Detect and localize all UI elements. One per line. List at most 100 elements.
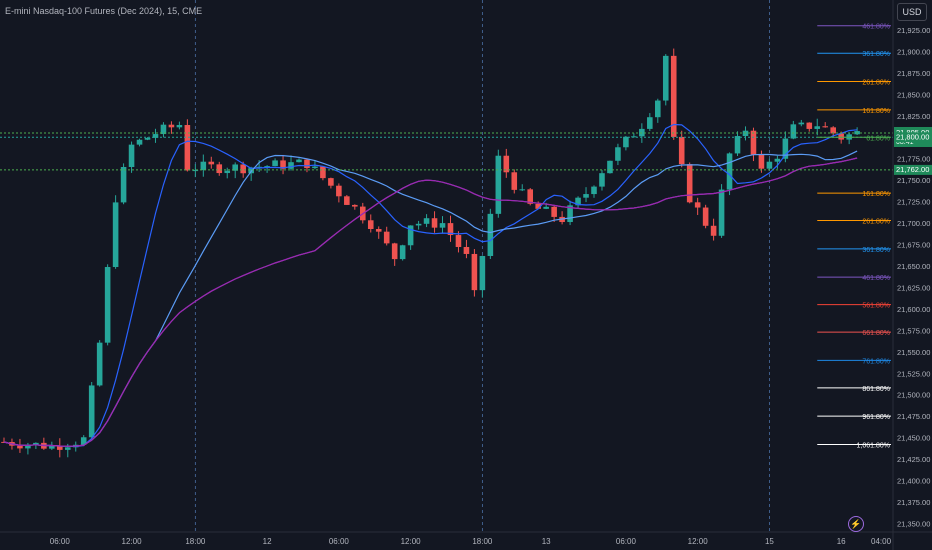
candle-body — [543, 206, 549, 209]
price-tag-box — [894, 132, 932, 143]
candle-body — [304, 159, 310, 169]
x-tick-label: 18:00 — [185, 537, 206, 546]
candle-body — [527, 189, 534, 204]
candle-body — [623, 136, 629, 148]
candle-body — [535, 203, 541, 209]
candle — [678, 130, 685, 168]
candle-body — [200, 161, 207, 171]
candle-body — [734, 136, 741, 154]
candle-body — [463, 246, 470, 254]
fib-level-label: 161.80% — [862, 108, 890, 115]
candle-body — [822, 126, 829, 128]
y-tick-label: 21,550.00 — [897, 348, 930, 357]
candle — [415, 220, 422, 230]
candle — [352, 204, 358, 210]
candle — [846, 132, 852, 145]
candle-body — [112, 202, 119, 268]
candle-body — [726, 153, 733, 190]
candle — [296, 158, 302, 163]
candle — [57, 438, 63, 458]
candle — [599, 170, 605, 191]
candle-body — [96, 342, 103, 386]
candle — [583, 187, 589, 203]
y-tick-label: 21,525.00 — [897, 369, 930, 378]
candle — [120, 163, 127, 205]
candle-body — [702, 207, 709, 226]
candle-body — [694, 202, 701, 208]
y-tick-label: 21,675.00 — [897, 241, 930, 250]
candle — [280, 154, 286, 175]
candle-body — [591, 186, 597, 195]
candle-body — [471, 253, 478, 291]
y-tick-label: 21,575.00 — [897, 326, 930, 335]
candle — [136, 138, 143, 147]
candle-body — [64, 447, 71, 450]
y-tick-label: 21,425.00 — [897, 455, 930, 464]
x-tick-label: 18:00 — [472, 537, 493, 546]
candle-body — [160, 124, 167, 135]
price-tag-label: 21,762.00 — [896, 165, 929, 174]
candle — [192, 164, 199, 178]
candle — [336, 183, 342, 203]
candle-body — [208, 161, 215, 165]
x-tick-label: 12:00 — [401, 537, 422, 546]
candle-body — [256, 166, 262, 168]
x-tick-label: 12:00 — [688, 537, 709, 546]
candle-body — [184, 125, 191, 171]
candle — [96, 340, 103, 387]
candle-body — [647, 117, 653, 129]
candle — [200, 154, 207, 177]
candle — [33, 442, 39, 449]
y-tick-label: 21,475.00 — [897, 412, 930, 421]
candle — [774, 155, 781, 169]
candle-body — [280, 160, 286, 169]
candle — [495, 149, 502, 218]
y-tick-label: 21,600.00 — [897, 305, 930, 314]
moving-average-line — [3, 150, 858, 447]
y-tick-label: 21,350.00 — [897, 519, 930, 528]
lightning-icon[interactable]: ⚡ — [848, 516, 864, 532]
candle-body — [806, 122, 813, 129]
candle-body — [375, 229, 382, 232]
price-tag-label: 21,800.00 — [896, 132, 929, 141]
fib-level-label: 461.80% — [862, 275, 890, 282]
candle-body — [17, 445, 23, 449]
y-tick-label: 21,450.00 — [897, 434, 930, 443]
candle-body — [575, 197, 581, 206]
candle-body — [216, 164, 223, 174]
fib-level-label: 561.80% — [862, 303, 890, 310]
candle-body — [296, 159, 302, 163]
candle — [503, 148, 510, 178]
candle — [567, 200, 573, 226]
y-tick-label: 21,875.00 — [897, 69, 930, 78]
candle — [854, 127, 860, 136]
candle — [272, 158, 278, 167]
candle-body — [415, 223, 422, 226]
x-tick-label: 16 — [837, 537, 846, 546]
candle — [455, 231, 462, 253]
candle-body — [814, 126, 821, 129]
candle-body — [479, 255, 486, 291]
currency-button[interactable]: USD — [897, 3, 927, 21]
candle-body — [367, 220, 374, 230]
candle — [806, 122, 813, 132]
candle — [647, 113, 653, 132]
candle-body — [144, 137, 151, 140]
candle — [662, 54, 669, 106]
moving-average-line — [3, 157, 858, 447]
candle-body — [710, 225, 717, 236]
candle-body — [495, 155, 502, 214]
candle — [726, 152, 733, 196]
candle-body — [766, 161, 773, 169]
candle-body — [423, 218, 430, 224]
candle — [710, 218, 717, 241]
fib-level-label: 861.80% — [862, 386, 890, 393]
candle-body — [599, 173, 605, 187]
candle-body — [798, 122, 805, 125]
candle-body — [391, 243, 398, 260]
candle-body — [487, 213, 494, 256]
candle — [112, 195, 119, 269]
candle — [264, 165, 270, 173]
candle-body — [232, 164, 239, 171]
